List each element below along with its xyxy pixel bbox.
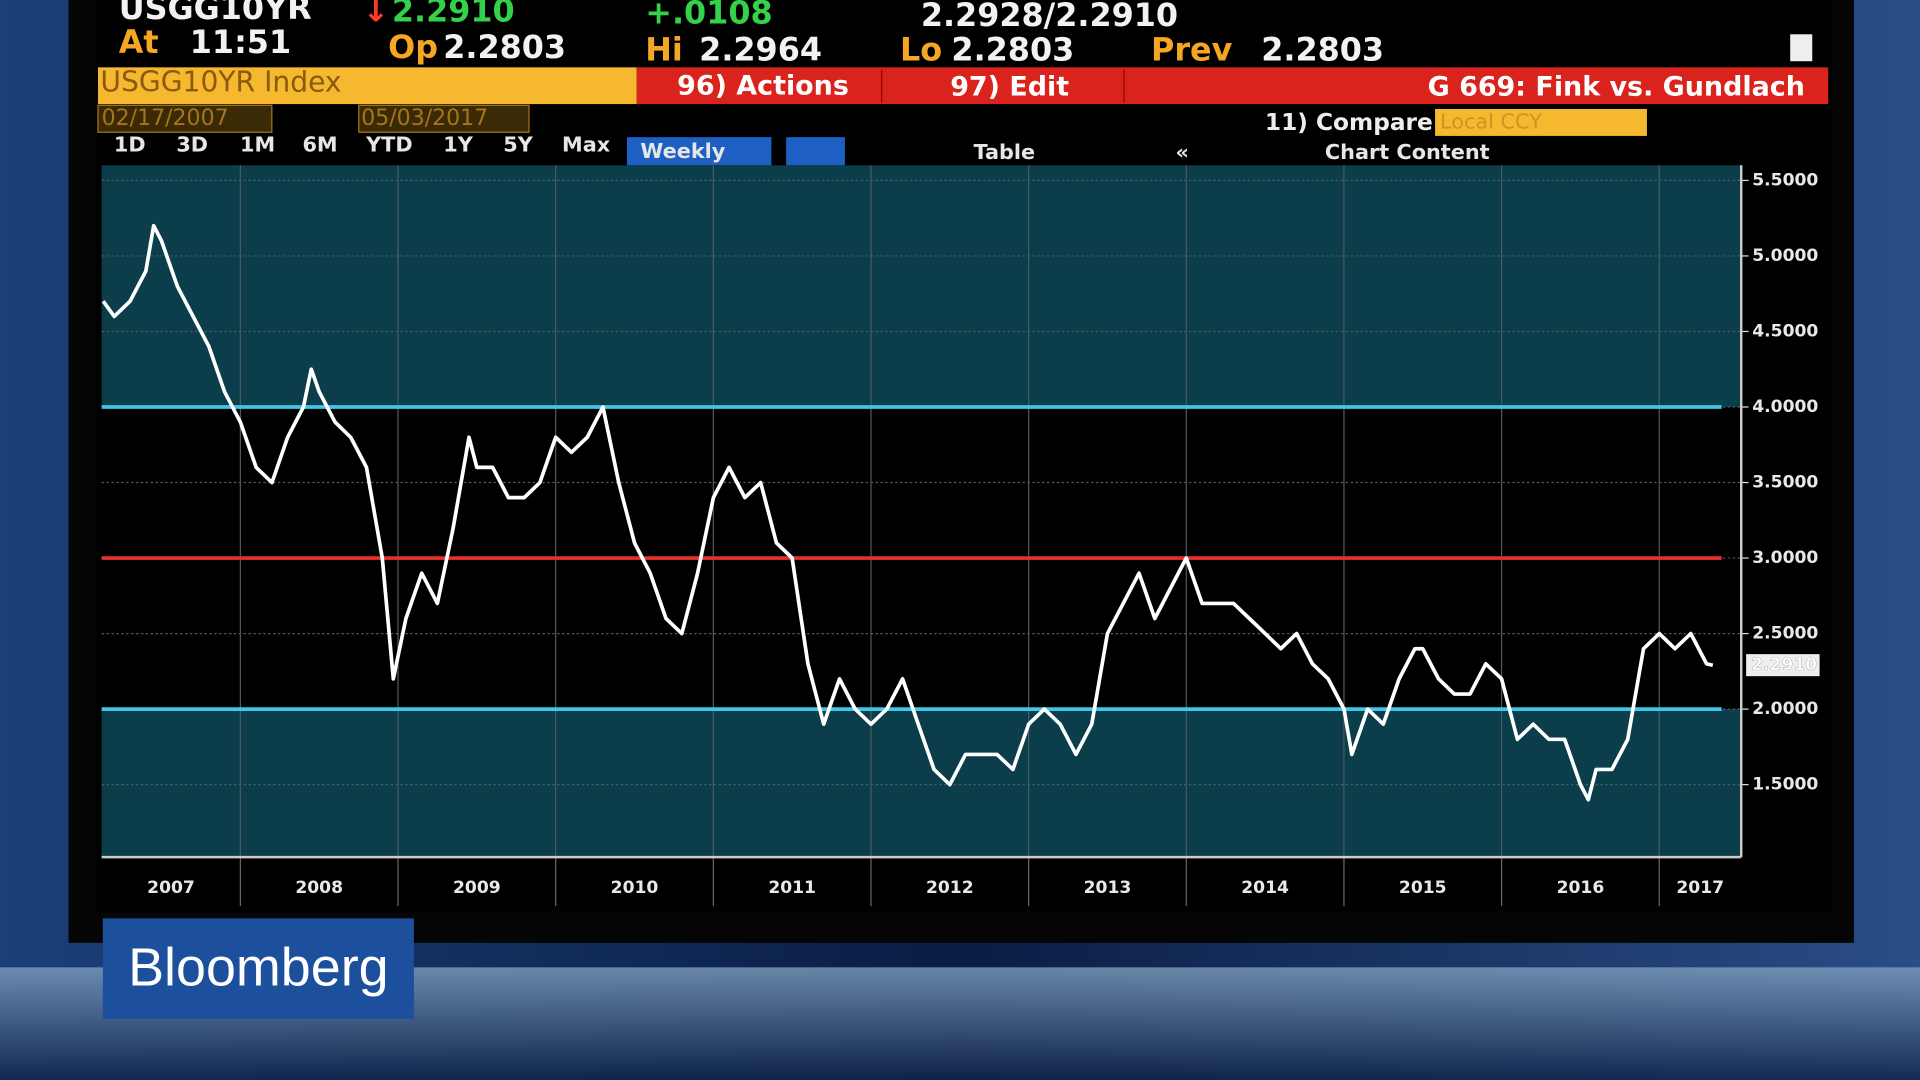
page-title: G 669: Fink vs. Gundlach	[1428, 72, 1805, 103]
currency: Local CCY	[1440, 109, 1542, 133]
prev: 2.2803	[1261, 30, 1384, 68]
x-tick-label: 2007	[147, 878, 195, 898]
brand-logo: Bloomberg	[128, 937, 388, 997]
open-label: Op	[388, 28, 438, 66]
last-price-box	[1746, 654, 1820, 677]
yield-line	[101, 223, 1714, 802]
high-label: Hi	[645, 30, 683, 68]
ticker: USGG10YR	[119, 0, 312, 27]
y-tick-label: 4.5000	[1752, 321, 1818, 341]
upper-zone	[101, 165, 1742, 407]
y-tick-label: 2.0000	[1752, 699, 1818, 719]
y-tick-label: 3.5000	[1752, 473, 1818, 493]
compare[interactable]: 11) Compare	[1265, 109, 1433, 136]
currency-box[interactable]	[1435, 108, 1647, 136]
logo-box	[102, 918, 414, 1019]
range-button[interactable]: 3D	[176, 133, 208, 157]
end-date-box[interactable]	[358, 104, 530, 133]
x-tick-label: 2013	[1084, 878, 1132, 898]
last-price: 2.2910	[392, 0, 515, 29]
direction-arrow: ↓	[362, 0, 389, 29]
low: 2.2803	[951, 30, 1074, 68]
x-tick-label: 2016	[1557, 878, 1605, 898]
collapse-icon[interactable]: «	[1176, 140, 1189, 164]
chart-content[interactable]: Chart Content	[1325, 140, 1490, 164]
start-date-box[interactable]	[97, 104, 273, 133]
high: 2.2964	[699, 30, 822, 68]
y-tick-label: 2.5000	[1752, 624, 1818, 644]
y-tick-label: 4.0000	[1752, 397, 1818, 417]
x-tick-label: 2008	[295, 878, 343, 898]
range-button[interactable]: 1M	[240, 133, 275, 157]
frequency: Weekly	[640, 139, 725, 163]
range-button[interactable]: 6M	[302, 133, 337, 157]
security: USGG10YR Index	[100, 65, 341, 98]
range-button[interactable]: YTD	[365, 133, 413, 157]
x-tick-label: 2017	[1676, 878, 1724, 898]
range-button[interactable]: 1Y	[443, 133, 473, 157]
low-label: Lo	[900, 30, 942, 68]
export-icon[interactable]	[1790, 34, 1813, 62]
x-tick-label: 2015	[1399, 878, 1447, 898]
last-price-label: 2.2910	[1751, 655, 1817, 675]
net-change: +.0108	[645, 0, 772, 32]
edit-menu[interactable]: 97) Edit	[950, 72, 1069, 103]
chart-type-button[interactable]	[786, 137, 845, 167]
table-button[interactable]: Table	[973, 140, 1035, 164]
x-tick-label: 2014	[1241, 878, 1289, 898]
open: 2.2803	[443, 28, 566, 66]
range-button[interactable]: Max	[562, 133, 611, 157]
y-tick-label: 5.0000	[1752, 246, 1818, 266]
frequency-box[interactable]	[626, 137, 772, 167]
security-bar	[97, 67, 637, 105]
x-tick-label: 2010	[611, 878, 659, 898]
menu-bar	[636, 67, 1829, 105]
bid-ask: 2.2928/2.2910	[921, 0, 1178, 34]
y-tick-label: 5.5000	[1752, 170, 1818, 190]
time-label: At	[119, 23, 159, 61]
range-button[interactable]: 1D	[114, 133, 146, 157]
x-tick-label: 2012	[926, 878, 974, 898]
end-date: 05/03/2017	[361, 106, 488, 131]
y-tick-label: 1.5000	[1752, 775, 1818, 795]
range-button[interactable]: 5Y	[503, 133, 533, 157]
prev-label: Prev	[1151, 30, 1233, 68]
start-date: 02/17/2007	[102, 106, 229, 131]
y-tick-label: 3.0000	[1752, 548, 1818, 568]
actions-menu[interactable]: 96) Actions	[677, 70, 849, 101]
x-tick-label: 2009	[453, 878, 501, 898]
x-tick-label: 2011	[768, 878, 816, 898]
time: 11:51	[190, 23, 291, 61]
